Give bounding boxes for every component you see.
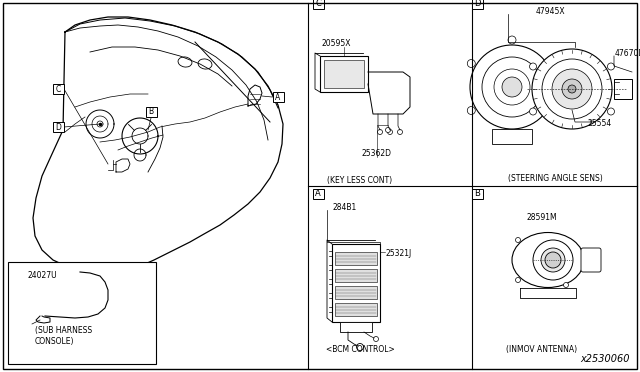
Bar bbox=[472, 0, 483, 9]
Circle shape bbox=[387, 129, 392, 135]
Ellipse shape bbox=[198, 59, 212, 69]
Bar bbox=[335, 252, 377, 265]
Text: (INMOV ANTENNA): (INMOV ANTENNA) bbox=[506, 345, 577, 354]
Circle shape bbox=[568, 85, 576, 93]
Text: 25554: 25554 bbox=[587, 119, 611, 128]
Circle shape bbox=[29, 322, 35, 328]
Circle shape bbox=[563, 282, 568, 288]
Text: 24027U: 24027U bbox=[28, 272, 58, 280]
Circle shape bbox=[562, 79, 582, 99]
Text: 25362D: 25362D bbox=[362, 150, 392, 158]
Circle shape bbox=[542, 59, 602, 119]
Text: B: B bbox=[474, 189, 480, 199]
Bar bbox=[320, 56, 368, 92]
Bar bbox=[472, 189, 483, 199]
Text: A: A bbox=[275, 93, 280, 102]
Bar bbox=[332, 244, 380, 322]
Text: (KEY LESS CONT): (KEY LESS CONT) bbox=[328, 176, 392, 185]
Circle shape bbox=[508, 36, 516, 44]
Ellipse shape bbox=[512, 232, 584, 288]
Text: D: D bbox=[55, 122, 61, 131]
Text: B: B bbox=[148, 108, 154, 116]
Bar bbox=[335, 303, 377, 316]
Text: 47670D: 47670D bbox=[615, 49, 640, 58]
Bar bbox=[614, 79, 632, 99]
Circle shape bbox=[529, 108, 536, 115]
Circle shape bbox=[467, 106, 476, 115]
Circle shape bbox=[532, 49, 612, 129]
Text: 28591M: 28591M bbox=[527, 212, 557, 221]
Bar bbox=[324, 60, 364, 88]
Bar bbox=[335, 286, 377, 299]
Text: (STEERING ANGLE SENS): (STEERING ANGLE SENS) bbox=[508, 174, 602, 183]
Bar bbox=[52, 122, 63, 132]
Bar bbox=[312, 189, 323, 199]
Circle shape bbox=[508, 130, 516, 138]
Bar bbox=[335, 269, 377, 282]
Text: A: A bbox=[315, 189, 321, 199]
Text: 284B1: 284B1 bbox=[333, 202, 357, 212]
Circle shape bbox=[545, 252, 561, 268]
Ellipse shape bbox=[178, 57, 192, 67]
Text: 20595X: 20595X bbox=[322, 39, 351, 48]
Bar bbox=[145, 107, 157, 117]
Text: <BCM CONTROL>: <BCM CONTROL> bbox=[326, 345, 394, 354]
Circle shape bbox=[397, 129, 403, 135]
Circle shape bbox=[529, 63, 536, 70]
Bar bbox=[52, 84, 63, 94]
Circle shape bbox=[356, 343, 364, 350]
Ellipse shape bbox=[541, 248, 565, 272]
Circle shape bbox=[515, 237, 520, 243]
Bar bbox=[273, 92, 284, 102]
Bar bbox=[8, 262, 156, 364]
Circle shape bbox=[494, 69, 530, 105]
Text: D: D bbox=[474, 0, 480, 9]
Circle shape bbox=[104, 267, 112, 275]
Circle shape bbox=[470, 45, 554, 129]
Text: C: C bbox=[56, 84, 61, 93]
Circle shape bbox=[515, 278, 520, 282]
Text: (SUB HARNESS
CONSOLE): (SUB HARNESS CONSOLE) bbox=[35, 326, 92, 346]
Circle shape bbox=[482, 57, 542, 117]
Circle shape bbox=[607, 63, 614, 70]
Circle shape bbox=[385, 128, 390, 132]
Ellipse shape bbox=[533, 240, 573, 280]
Text: 25321J: 25321J bbox=[385, 250, 412, 259]
Circle shape bbox=[607, 108, 614, 115]
Bar bbox=[312, 0, 323, 9]
Bar bbox=[340, 322, 372, 332]
Text: C: C bbox=[315, 0, 321, 9]
Bar bbox=[492, 129, 532, 144]
Text: 47945X: 47945X bbox=[535, 6, 565, 16]
Text: x2530060: x2530060 bbox=[580, 354, 630, 364]
Circle shape bbox=[378, 129, 383, 135]
Circle shape bbox=[467, 60, 476, 67]
Circle shape bbox=[374, 337, 378, 341]
FancyBboxPatch shape bbox=[581, 248, 601, 272]
Circle shape bbox=[502, 77, 522, 97]
Circle shape bbox=[552, 69, 592, 109]
